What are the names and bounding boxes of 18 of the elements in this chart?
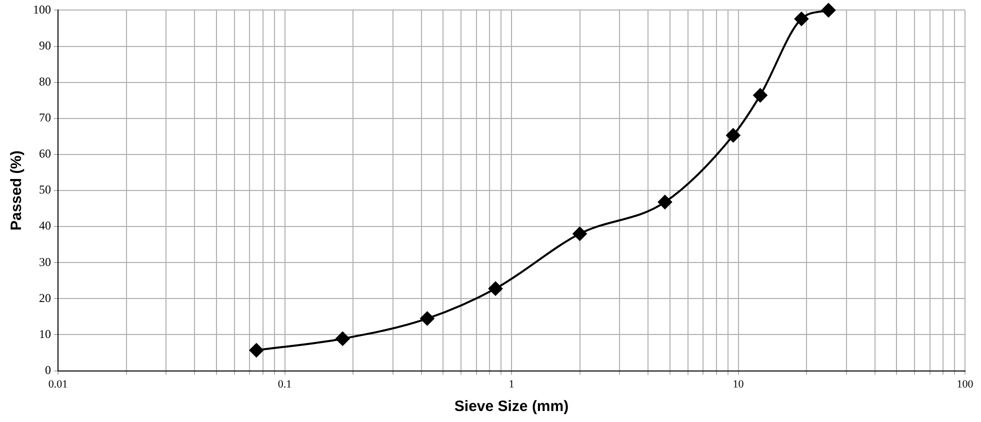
y-tick-label: 10 bbox=[39, 326, 51, 341]
x-tick-label: 100 bbox=[956, 378, 974, 390]
x-tick-label: 0.1 bbox=[278, 378, 292, 390]
y-axis-title: Passed (%) bbox=[8, 150, 26, 231]
y-tick-label: 60 bbox=[39, 146, 51, 161]
x-tick-label: 1 bbox=[508, 378, 514, 390]
y-tick-label: 90 bbox=[39, 38, 51, 52]
y-tick-label: 80 bbox=[39, 74, 51, 88]
y-tick-label: 20 bbox=[39, 290, 51, 305]
y-tick-label: 50 bbox=[39, 182, 51, 197]
y-tick-label: 100 bbox=[33, 2, 51, 16]
y-tick-label: 30 bbox=[39, 254, 51, 269]
x-axis-title: Sieve Size (mm) bbox=[454, 398, 569, 416]
y-tick-label: 0 bbox=[45, 362, 51, 377]
x-tick-label: 0.01 bbox=[48, 378, 68, 390]
x-tick-label: 10 bbox=[732, 378, 744, 390]
y-tick-label: 70 bbox=[39, 110, 51, 125]
y-tick-label: 40 bbox=[39, 218, 51, 233]
